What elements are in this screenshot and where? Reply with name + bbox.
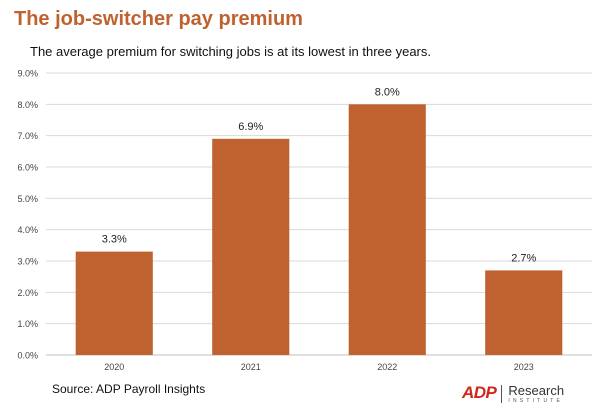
bar [348, 104, 426, 355]
data-label: 6.9% [238, 121, 263, 133]
y-tick-label: 1.0% [17, 319, 38, 329]
bar [485, 270, 563, 355]
y-tick-label: 6.0% [17, 163, 38, 173]
data-label: 3.3% [102, 234, 127, 246]
y-tick-label: 4.0% [17, 225, 38, 235]
chart-title: The job-switcher pay premium [14, 8, 303, 30]
x-tick-label: 2020 [104, 362, 124, 372]
y-tick-label: 7.0% [17, 131, 38, 141]
y-tick-label: 3.0% [17, 257, 38, 267]
logo-text: Research INSTITUTE [508, 384, 564, 405]
logo-research-label: Research [508, 383, 565, 398]
x-tick-label: 2023 [514, 362, 534, 372]
logo-divider [501, 385, 503, 403]
bar-chart: 0.0% 1.0% 2.0% 3.0% 4.0% 5.0% 6.0% 7.0% 8.0% 9.0%… [17, 69, 592, 372]
adp-logo-mark: ADP [462, 383, 497, 402]
y-tick-label: 2.0% [17, 288, 38, 298]
chart-subtitle: The average premium for switching jobs i… [30, 44, 432, 59]
bar [75, 251, 153, 355]
x-tick-label: 2022 [377, 362, 397, 372]
data-label: 8.0% [375, 86, 400, 98]
bar [212, 138, 290, 355]
data-label: 2.7% [511, 252, 536, 264]
adp-research-logo: ADP Research INSTITUTE [462, 384, 564, 405]
x-tick-label: 2021 [241, 362, 261, 372]
source-note: Source: ADP Payroll Insights [52, 382, 206, 396]
y-tick-label: 9.0% [17, 69, 38, 79]
y-tick-label: 8.0% [17, 100, 38, 110]
logo-institute-label: INSTITUTE [508, 398, 564, 404]
y-tick-label: 5.0% [17, 194, 38, 204]
y-tick-label: 0.0% [17, 351, 38, 361]
